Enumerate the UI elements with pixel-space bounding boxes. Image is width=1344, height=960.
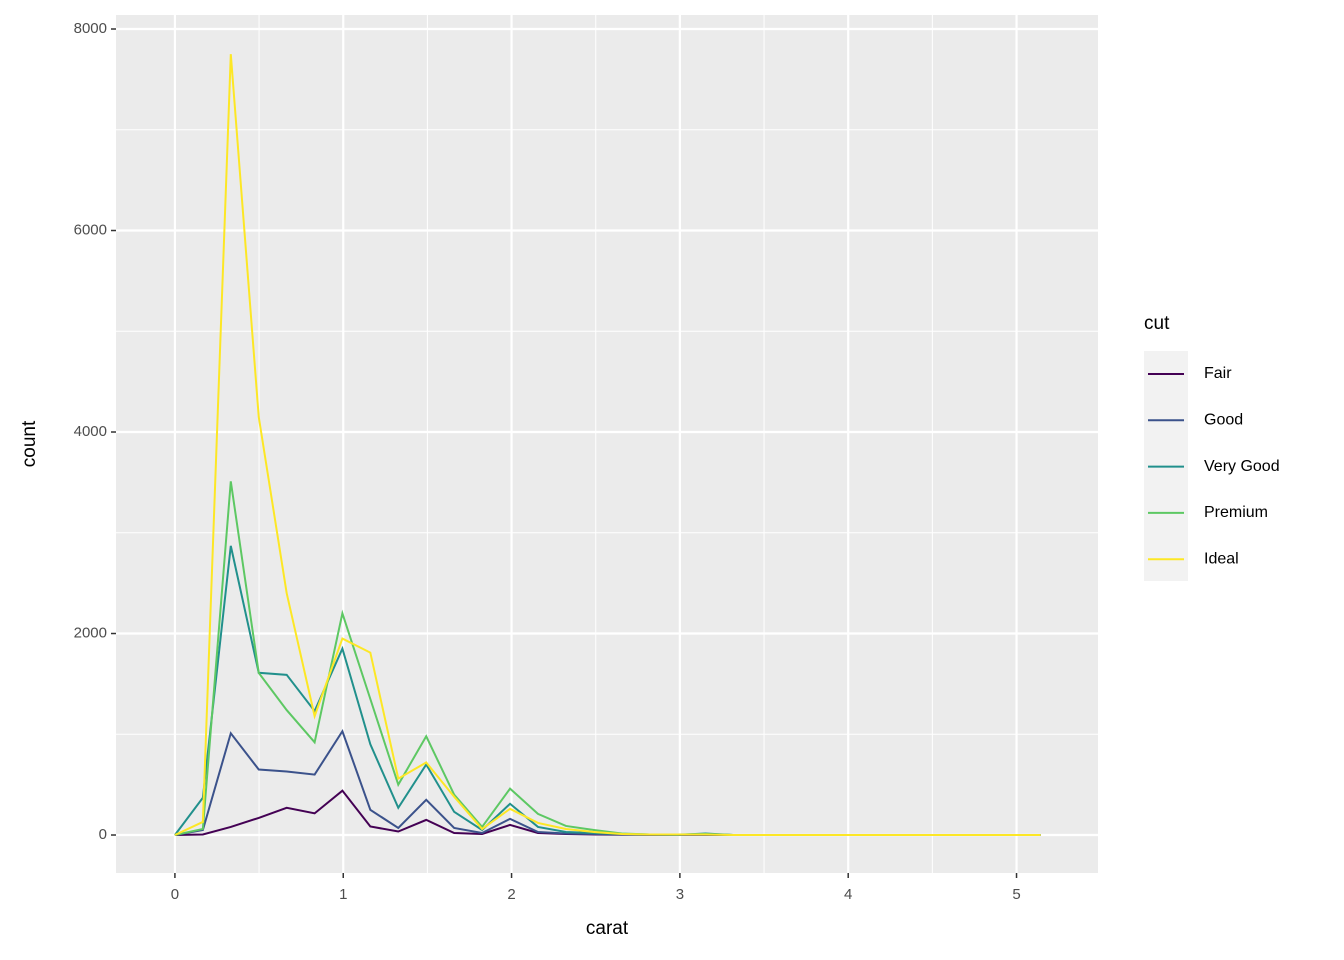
x-tick-label: 3 <box>676 886 684 903</box>
x-tick-label: 1 <box>339 886 347 903</box>
x-tick-label: 4 <box>844 886 852 903</box>
legend-label: Fair <box>1204 365 1232 382</box>
y-tick-label: 0 <box>99 826 107 843</box>
panel <box>116 15 1098 873</box>
x-tick-label: 5 <box>1012 886 1020 903</box>
x-axis-title: carat <box>586 918 629 939</box>
y-tick-label: 6000 <box>74 221 107 238</box>
y-tick-label: 8000 <box>74 20 107 37</box>
legend-label: Ideal <box>1204 550 1239 567</box>
x-tick-label: 2 <box>507 886 515 903</box>
x-tick-label: 0 <box>171 886 179 903</box>
series-line <box>174 54 1041 837</box>
legend-label: Good <box>1204 412 1243 429</box>
legend-label: Very Good <box>1204 458 1280 475</box>
y-tick-label: 4000 <box>74 423 107 440</box>
lines <box>174 54 1041 837</box>
y-axis-title: count <box>19 420 40 467</box>
legend-label: Premium <box>1204 504 1268 521</box>
y-tick-label: 2000 <box>74 624 107 641</box>
legend-title: cut <box>1144 313 1170 334</box>
